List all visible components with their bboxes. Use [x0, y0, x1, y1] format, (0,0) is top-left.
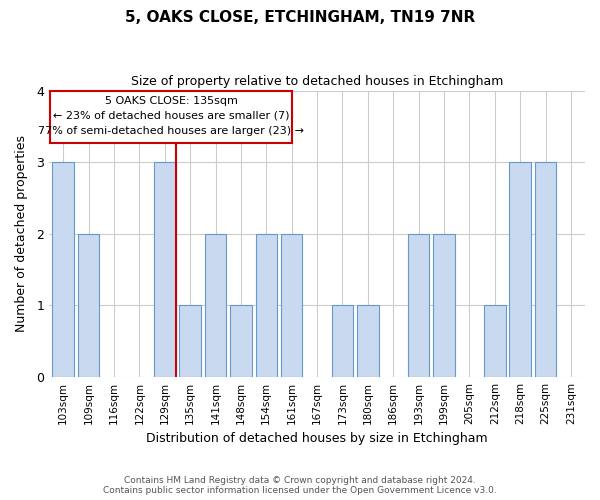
- Bar: [179, 305, 201, 376]
- Text: Contains HM Land Registry data © Crown copyright and database right 2024.
Contai: Contains HM Land Registry data © Crown c…: [103, 476, 497, 495]
- Bar: [281, 234, 302, 376]
- Bar: [230, 305, 252, 376]
- Y-axis label: Number of detached properties: Number of detached properties: [15, 135, 28, 332]
- X-axis label: Distribution of detached houses by size in Etchingham: Distribution of detached houses by size …: [146, 432, 488, 445]
- Bar: [256, 234, 277, 376]
- Bar: [332, 305, 353, 376]
- Bar: [154, 162, 176, 376]
- Bar: [484, 305, 506, 376]
- Bar: [408, 234, 430, 376]
- Bar: [205, 234, 226, 376]
- Bar: [78, 234, 100, 376]
- Bar: [357, 305, 379, 376]
- Text: 5 OAKS CLOSE: 135sqm: 5 OAKS CLOSE: 135sqm: [104, 96, 238, 106]
- Bar: [433, 234, 455, 376]
- Bar: [535, 162, 556, 376]
- Bar: [509, 162, 531, 376]
- Title: Size of property relative to detached houses in Etchingham: Size of property relative to detached ho…: [131, 75, 503, 88]
- Text: ← 23% of detached houses are smaller (7): ← 23% of detached houses are smaller (7): [53, 110, 289, 120]
- Text: 77% of semi-detached houses are larger (23) →: 77% of semi-detached houses are larger (…: [38, 126, 304, 136]
- Bar: [52, 162, 74, 376]
- FancyBboxPatch shape: [50, 90, 292, 143]
- Text: 5, OAKS CLOSE, ETCHINGHAM, TN19 7NR: 5, OAKS CLOSE, ETCHINGHAM, TN19 7NR: [125, 10, 475, 25]
